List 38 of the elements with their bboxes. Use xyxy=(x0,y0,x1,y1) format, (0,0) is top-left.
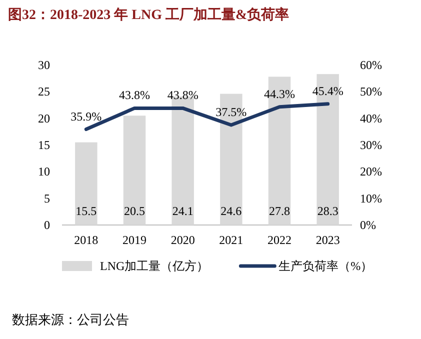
bar xyxy=(123,116,146,225)
y-tick-label: 25 xyxy=(38,84,50,99)
y-tick-label: 0 xyxy=(44,218,50,232)
data-label: 28.3 xyxy=(317,204,338,218)
x-tick-label: 2018 xyxy=(74,233,98,247)
x-tick-label: 2020 xyxy=(170,233,195,247)
y2-tick-label: 10% xyxy=(360,191,382,206)
source-note: 数据来源：公司公告 xyxy=(12,312,129,327)
y2-tick-label: 50% xyxy=(360,84,382,99)
x-tick-label: 2021 xyxy=(219,233,244,247)
y2-tick-label: 30% xyxy=(360,138,382,152)
data-label: 43.8% xyxy=(167,88,198,102)
chart-title: 图32：2018-2023 年 LNG 工厂加工量&负荷率 xyxy=(8,6,290,23)
y2-tick-label: 40% xyxy=(360,111,382,126)
y2-tick-label: 60% xyxy=(360,58,382,72)
y2-tick-label: 0% xyxy=(360,218,376,232)
data-label: 44.3% xyxy=(264,86,295,101)
data-label: 24.6 xyxy=(220,204,242,218)
y-tick-label: 15 xyxy=(38,138,50,152)
x-tick-label: 2022 xyxy=(268,233,292,247)
data-label: 35.9% xyxy=(70,109,102,124)
y2-tick-label: 20% xyxy=(360,164,382,179)
legend-label: 生产负荷率（%） xyxy=(278,259,373,273)
data-label: 24.1 xyxy=(172,204,194,218)
bar xyxy=(75,142,98,225)
y-tick-label: 10 xyxy=(38,164,50,179)
data-label: 45.4% xyxy=(312,84,344,98)
x-tick-label: 2023 xyxy=(316,233,340,247)
data-label: 43.8% xyxy=(119,88,150,102)
data-label: 15.5 xyxy=(76,204,97,218)
data-label: 20.5 xyxy=(124,204,145,218)
legend-label: LNG加工量（亿方） xyxy=(100,259,209,273)
y-tick-label: 30 xyxy=(38,58,50,72)
y-tick-label: 5 xyxy=(44,191,50,206)
x-tick-label: 2019 xyxy=(122,233,146,247)
data-label: 37.5% xyxy=(216,105,247,119)
y-tick-label: 20 xyxy=(38,111,50,126)
data-label: 27.8 xyxy=(269,204,290,218)
